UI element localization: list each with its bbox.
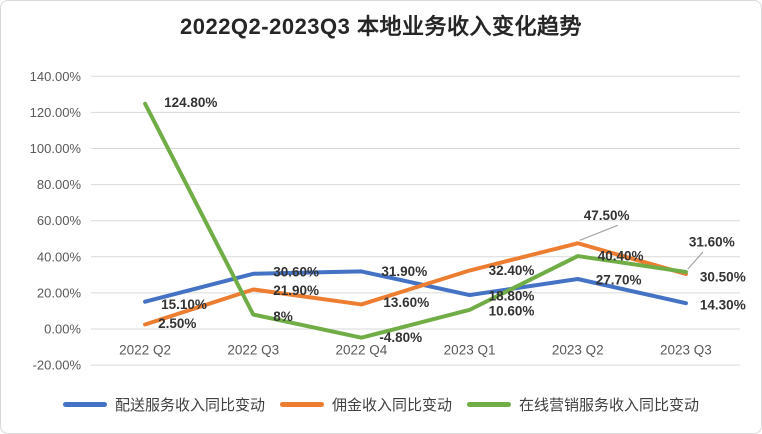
series-line-commission	[143, 241, 688, 327]
data-label-delivery: 27.70%	[596, 273, 642, 288]
series-line-online-marketing	[143, 101, 688, 340]
data-label-online-marketing: 124.80%	[164, 95, 217, 110]
x-axis-category-label: 2023 Q1	[444, 343, 496, 358]
y-axis-tick-label: 60.00%	[37, 213, 82, 228]
y-axis-tick-label: 100.00%	[30, 141, 82, 156]
data-label-commission: 21.90%	[273, 283, 319, 298]
data-label-online-marketing: 40.40%	[598, 249, 644, 264]
label-leader-line	[687, 251, 704, 270]
x-axis-category-label: 2022 Q2	[119, 343, 171, 358]
label-leader-line	[579, 224, 618, 241]
data-label-commission: 32.40%	[489, 263, 535, 278]
data-label-online-marketing: -4.80%	[379, 330, 422, 345]
legend-line-swatch-commission	[279, 402, 324, 407]
legend-line-swatch-online-marketing	[467, 402, 511, 407]
y-axis-tick-label: 20.00%	[37, 285, 82, 300]
data-label-delivery: 18.80%	[489, 289, 535, 304]
data-label-online-marketing: 10.60%	[489, 303, 535, 318]
data-label-commission: 47.50%	[584, 208, 630, 223]
legend-item-online-marketing: 在线营销服务收入同比变动	[467, 394, 699, 415]
chart-title: 2022Q2-2023Q3 本地业务收入变化趋势	[179, 14, 583, 39]
y-axis-tick-label: 120.00%	[30, 105, 82, 120]
x-axis-category-label: 2022 Q4	[336, 343, 388, 358]
data-label-delivery: 30.60%	[273, 264, 319, 279]
data-label-commission: 2.50%	[158, 316, 196, 331]
y-axis-tick-label: -20.00%	[33, 358, 82, 373]
legend-label-delivery: 配送服务收入同比变动	[114, 397, 265, 414]
y-axis-tick-label: 80.00%	[37, 177, 82, 192]
legend-item-delivery: 配送服务收入同比变动	[62, 394, 265, 415]
x-axis-category-label: 2023 Q3	[660, 343, 712, 358]
y-axis-tick-label: 40.00%	[37, 249, 82, 264]
data-label-commission: 13.60%	[383, 295, 429, 310]
data-label-delivery: 15.10%	[161, 297, 207, 312]
x-axis-category-label: 2023 Q2	[552, 343, 604, 358]
y-axis-tick-label: 0.00%	[44, 322, 81, 337]
chart-legend: 配送服务收入同比变动 佣金收入同比变动 在线营销服务收入同比变动	[1, 394, 761, 415]
data-label-online-marketing: 31.60%	[689, 234, 735, 249]
legend-item-commission: 佣金收入同比变动	[279, 394, 452, 415]
data-label-delivery: 31.90%	[381, 264, 427, 279]
x-axis-category-label: 2022 Q3	[227, 343, 279, 358]
legend-label-commission: 佣金收入同比变动	[331, 397, 452, 414]
data-label-commission: 30.50%	[700, 269, 746, 284]
legend-line-swatch-delivery	[62, 402, 107, 407]
y-axis-tick-label: 140.00%	[30, 69, 82, 84]
data-label-online-marketing: 8%	[273, 309, 293, 324]
data-label-delivery: 14.30%	[700, 298, 746, 313]
legend-label-online-marketing: 在线营销服务收入同比变动	[519, 397, 700, 414]
